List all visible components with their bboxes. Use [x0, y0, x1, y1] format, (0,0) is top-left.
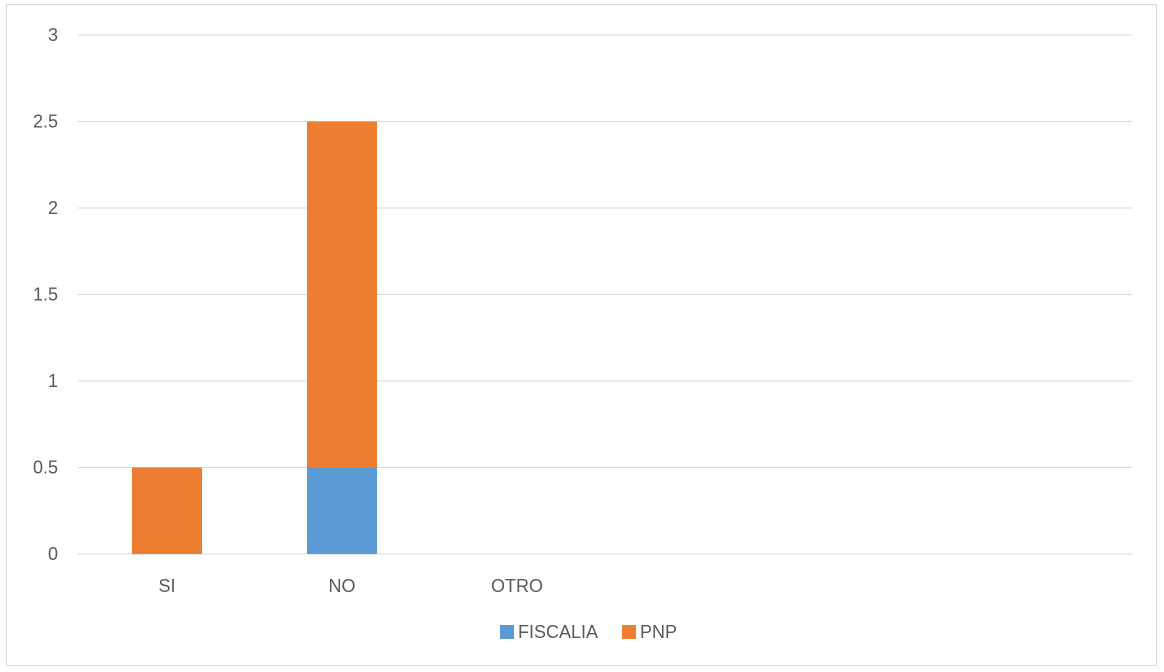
- legend: FISCALIA PNP: [500, 622, 677, 642]
- bar-fiscalia-no: [307, 467, 377, 554]
- y-tick-label: 2: [48, 198, 58, 218]
- x-category-label: OTRO: [491, 576, 543, 596]
- bar-pnp-si: [132, 467, 202, 554]
- y-tick-label: 2.5: [33, 112, 58, 132]
- legend-label-fiscalia: FISCALIA: [518, 622, 598, 642]
- bar-pnp-no: [307, 121, 377, 468]
- legend-label-pnp: PNP: [640, 622, 677, 642]
- y-tick-label: 1.5: [33, 285, 58, 305]
- x-category-label: NO: [329, 576, 356, 596]
- gridlines: [78, 34, 1132, 555]
- legend-swatch-pnp: [622, 625, 636, 639]
- y-tick-label: 0.5: [33, 458, 58, 478]
- y-tick-label: 3: [48, 25, 58, 45]
- y-tick-label: 1: [48, 371, 58, 391]
- bars: [132, 121, 377, 554]
- y-axis-tick-labels: 0 0.5 1 1.5 2 2.5 3: [33, 25, 58, 564]
- x-axis-category-labels: SI NO OTRO: [158, 576, 543, 596]
- y-tick-label: 0: [48, 544, 58, 564]
- legend-swatch-fiscalia: [500, 625, 514, 639]
- chart-area: [6, 4, 1157, 666]
- x-category-label: SI: [158, 576, 175, 596]
